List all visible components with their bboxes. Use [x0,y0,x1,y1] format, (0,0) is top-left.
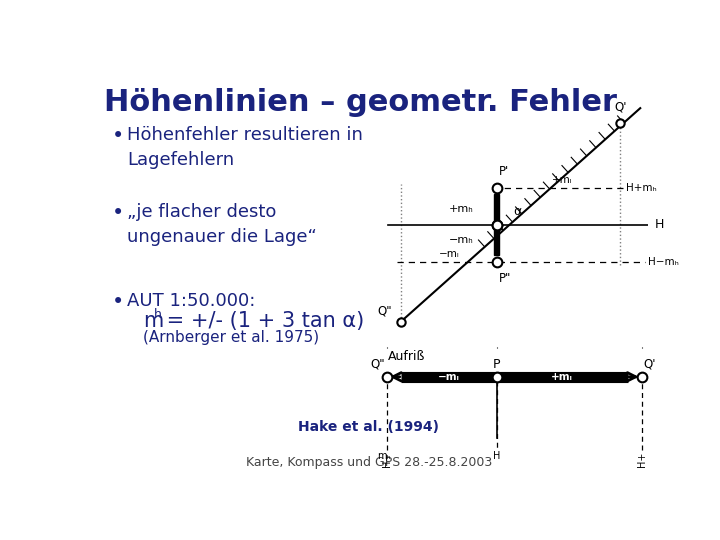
Text: •: • [112,292,124,312]
Text: Q": Q" [371,357,385,370]
Text: (Arnberger et al. 1975): (Arnberger et al. 1975) [143,330,319,346]
Text: •: • [112,204,124,224]
Text: P': P' [499,165,509,178]
Text: −mₕ: −mₕ [449,235,474,245]
Text: +mₗ: +mₗ [552,372,573,382]
Text: H+: H+ [636,451,647,467]
Text: Q': Q' [643,357,656,370]
Text: P: P [493,357,500,370]
Text: +mₗ: +mₗ [552,176,572,185]
Text: Aufriß: Aufriß [388,350,426,363]
Text: „je flacher desto
ungenauer die Lage“: „je flacher desto ungenauer die Lage“ [127,204,317,246]
Text: mₕ: mₕ [377,451,391,461]
Text: H+mₕ: H+mₕ [626,183,657,193]
Text: +mₕ: +mₕ [449,204,474,214]
Text: Höhenlinien – geometr. Fehler: Höhenlinien – geometr. Fehler [104,88,617,117]
Text: α: α [514,205,522,218]
Text: −mₗ: −mₗ [438,372,460,382]
Text: Q': Q' [614,100,626,113]
Text: −mₗ: −mₗ [438,249,459,259]
Text: •: • [112,126,124,146]
Text: h: h [153,308,161,321]
Text: P": P" [499,272,511,285]
Text: AUT 1:50.000:: AUT 1:50.000: [127,292,256,310]
Text: = +/- (1 + 3 tan α): = +/- (1 + 3 tan α) [160,311,364,331]
Text: Hake et al. (1994): Hake et al. (1994) [299,421,439,434]
Bar [495,194,499,255]
Text: H: H [493,451,500,461]
Text: H: H [655,218,665,231]
Text: Q": Q" [378,305,392,318]
Text: m: m [143,311,163,331]
Text: Höhenfehler resultieren in
Lagefehlern: Höhenfehler resultieren in Lagefehlern [127,126,363,170]
Text: H−mₕ: H−mₕ [647,256,678,267]
Text: Karte, Kompass und GPS 28.-25.8.2003: Karte, Kompass und GPS 28.-25.8.2003 [246,456,492,469]
Text: H−: H− [382,451,392,467]
